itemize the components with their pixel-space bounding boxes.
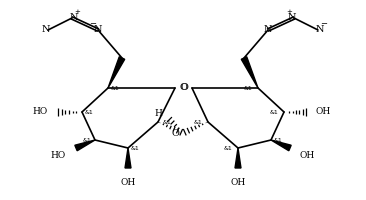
Text: &1: &1 xyxy=(224,146,233,151)
Text: &1: &1 xyxy=(163,120,172,125)
Text: −: − xyxy=(90,20,97,28)
Text: +: + xyxy=(74,9,80,15)
Text: &1: &1 xyxy=(83,138,92,143)
Text: OH: OH xyxy=(230,178,246,187)
Text: O: O xyxy=(180,84,188,92)
Text: N: N xyxy=(70,14,78,22)
Text: N: N xyxy=(288,14,296,22)
Text: &1: &1 xyxy=(274,138,283,143)
Text: HO: HO xyxy=(33,108,48,116)
Text: &1: &1 xyxy=(85,110,94,115)
Text: &1: &1 xyxy=(270,110,279,115)
Text: N: N xyxy=(316,25,324,34)
Text: HO: HO xyxy=(51,150,66,160)
Text: OH: OH xyxy=(316,108,331,116)
Polygon shape xyxy=(271,140,291,151)
Polygon shape xyxy=(235,148,241,168)
Polygon shape xyxy=(125,148,131,168)
Text: O: O xyxy=(179,84,187,92)
Text: &1: &1 xyxy=(244,86,253,91)
Text: N: N xyxy=(42,25,50,34)
Text: H: H xyxy=(154,110,162,118)
Text: &1: &1 xyxy=(131,146,140,151)
Text: OH: OH xyxy=(300,150,315,160)
Text: O: O xyxy=(171,129,179,138)
Polygon shape xyxy=(75,140,95,151)
Polygon shape xyxy=(108,57,125,88)
Text: −: − xyxy=(321,20,328,28)
Text: OH: OH xyxy=(120,178,136,187)
Text: &1: &1 xyxy=(111,86,120,91)
Text: +: + xyxy=(286,9,292,15)
Polygon shape xyxy=(241,57,258,88)
Text: N: N xyxy=(94,25,102,34)
Text: &1: &1 xyxy=(194,120,203,125)
Text: N: N xyxy=(264,25,272,34)
